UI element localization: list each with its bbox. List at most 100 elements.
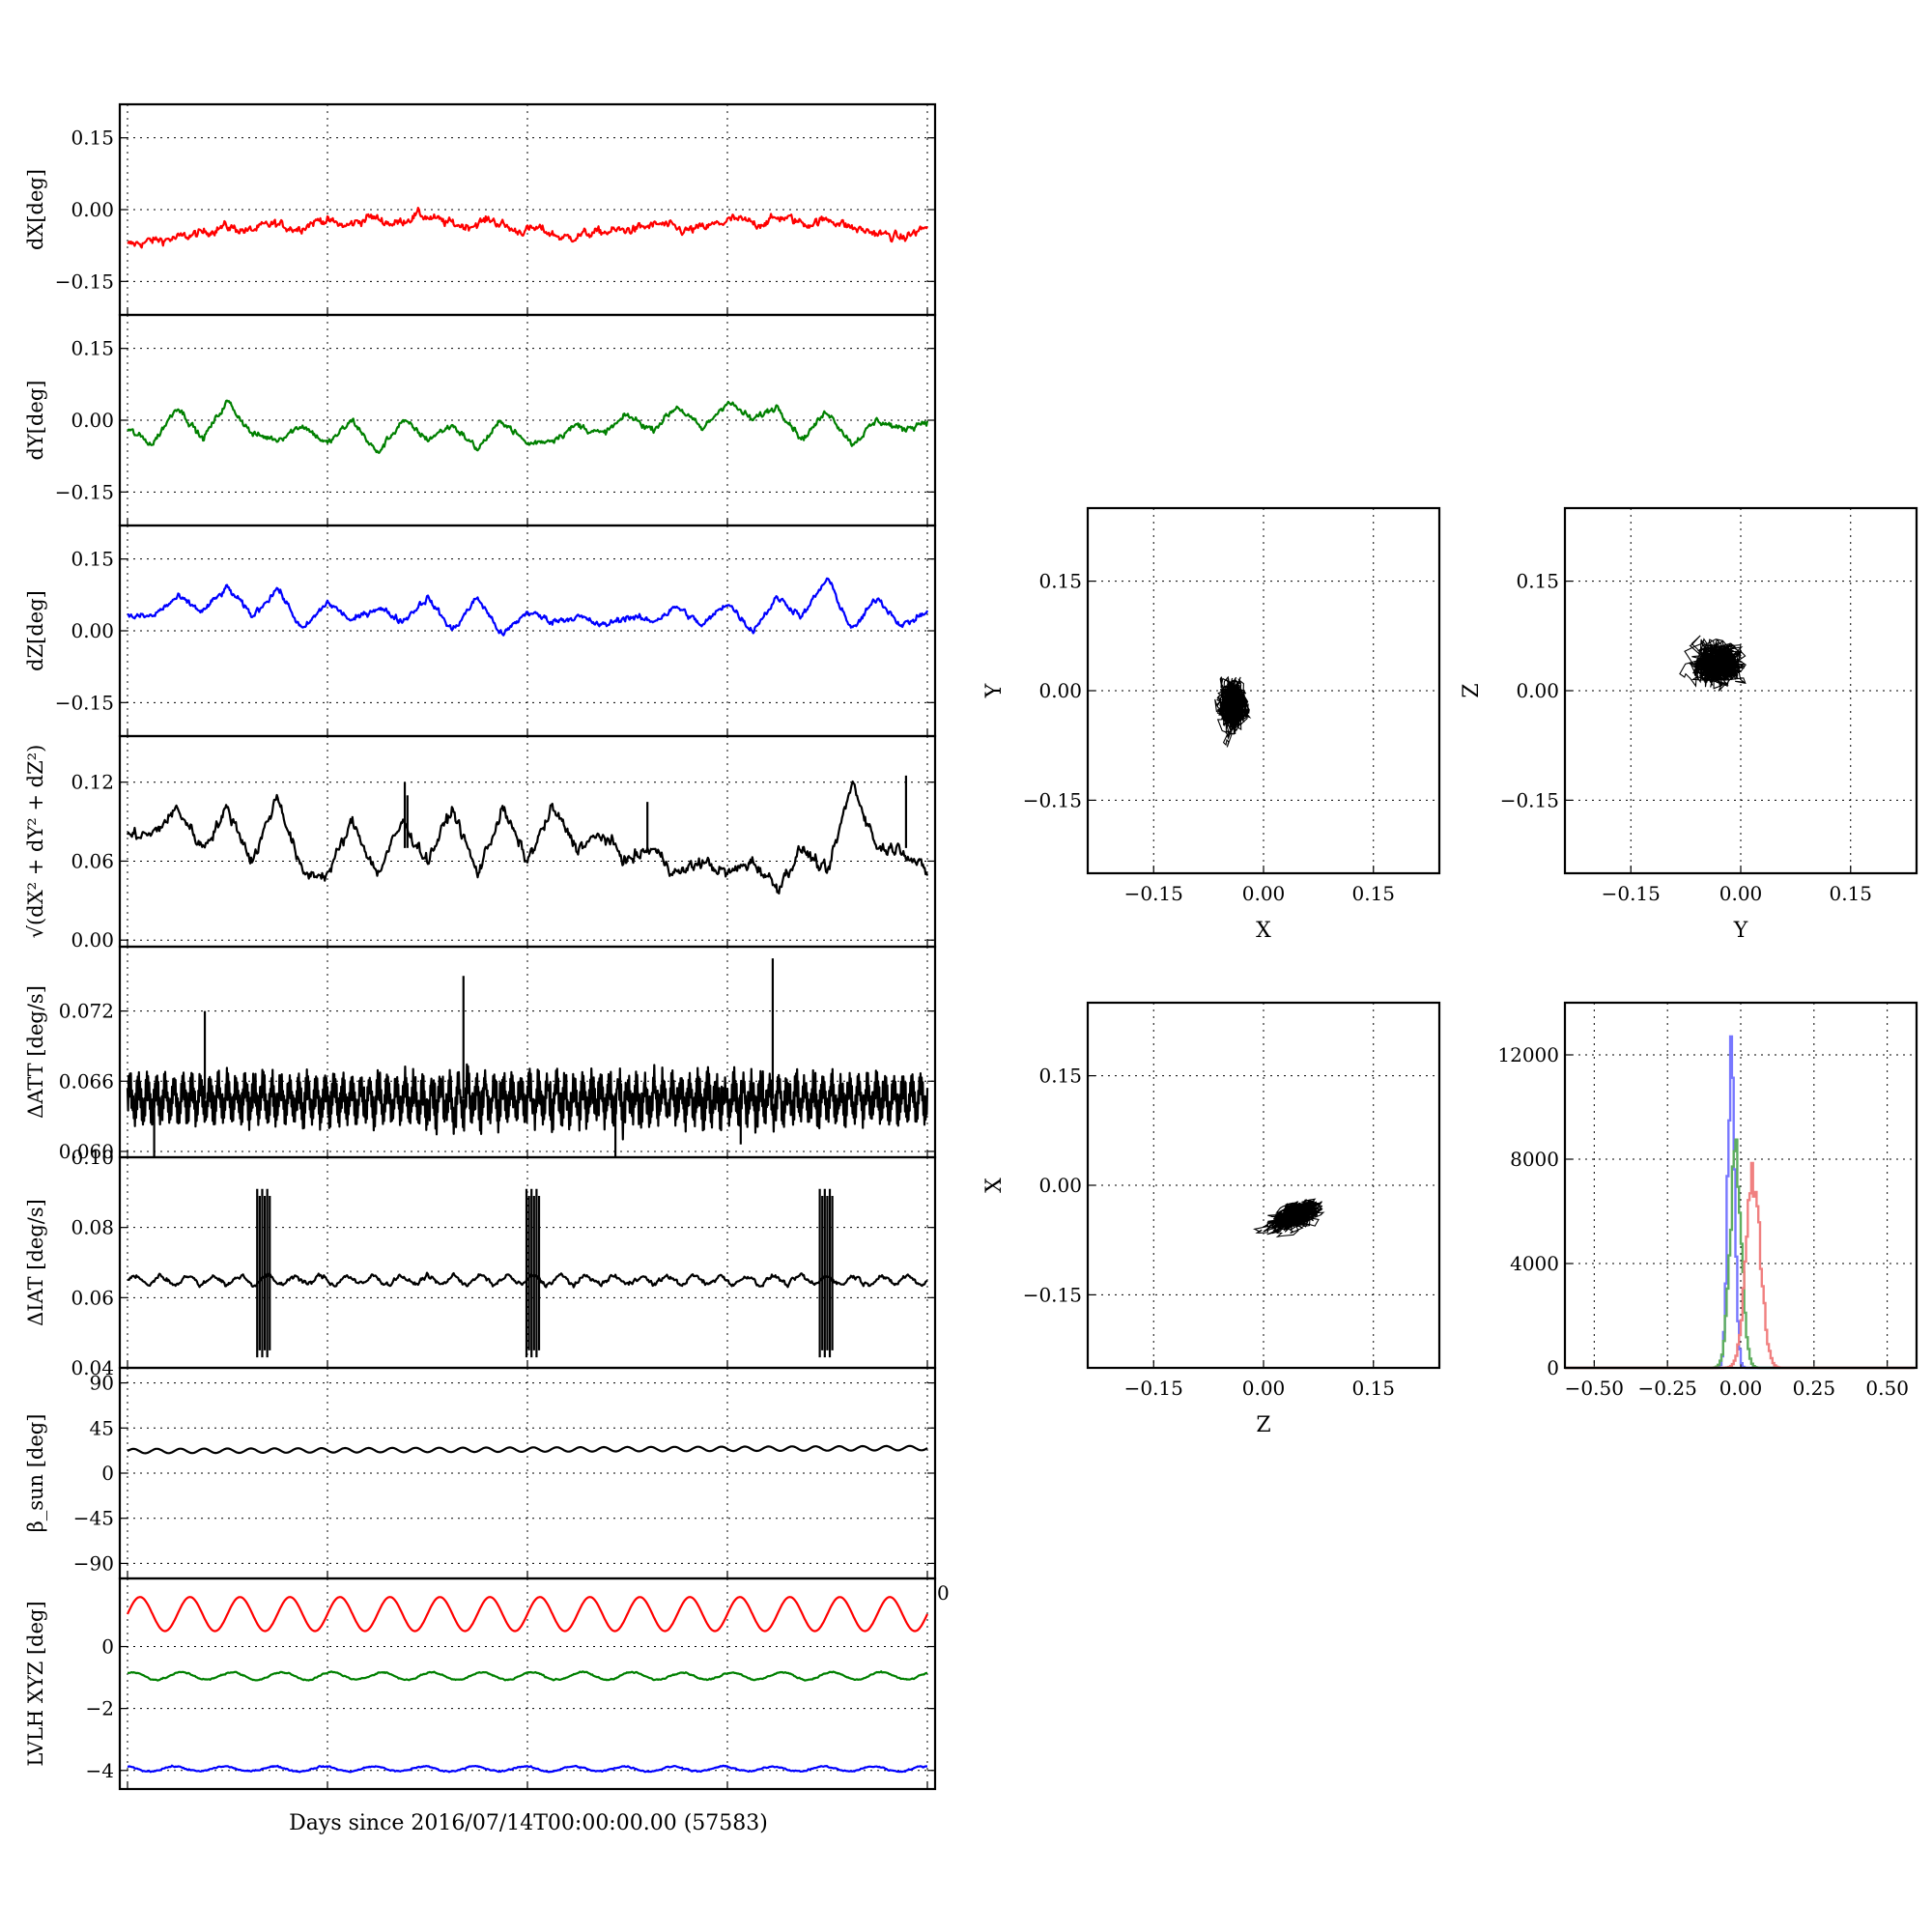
xtick-label-zx-2: 0.15 — [1351, 1377, 1395, 1400]
xlabel-yz: Y — [1733, 919, 1748, 943]
xtick-label-xy-2: 0.15 — [1351, 882, 1395, 905]
xlabel-xy: X — [1256, 919, 1271, 943]
ytick-label-dy-2: 0.15 — [71, 337, 114, 360]
panel-beta: −90 −45 0 45 90 β_sun [deg] — [24, 1366, 937, 1580]
ytick-label-beta-3: 45 — [90, 1416, 114, 1439]
ytick-label-diat-2: 0.08 — [71, 1216, 114, 1239]
ytick-label-beta-4: 90 — [90, 1372, 114, 1395]
ylabel-dr: √(dX² + dY² + dZ²) — [24, 745, 47, 939]
series-line-lvlh-1 — [127, 1670, 928, 1682]
ytick-label-zx-2: 0.15 — [1038, 1065, 1082, 1088]
ytick-label-datt-1: 0.066 — [59, 1069, 114, 1093]
panel-dr: 0.00 0.06 0.12 √(dX² + dY² + dZ²) — [24, 734, 937, 952]
panel-datt: 0.060 0.066 0.072 ΔATT [deg/s] — [24, 945, 937, 1163]
burst-diat-1 — [525, 1188, 541, 1358]
ytick-label-beta-2: 0 — [101, 1462, 114, 1485]
ytick-label-datt-2: 0.072 — [59, 1000, 114, 1023]
ytick-label-zx-0: −0.15 — [1023, 1283, 1082, 1306]
xtick-label-xy-0: −0.15 — [1124, 882, 1183, 905]
burst-diat-2 — [818, 1188, 834, 1358]
ylabel-datt: ΔATT [deg/s] — [24, 985, 47, 1119]
burst-diat-0 — [256, 1188, 271, 1358]
series-line-dz-0 — [127, 577, 929, 637]
ytick-label-dz-0: −0.15 — [55, 691, 114, 714]
xtick-label-xy-1: 0.00 — [1242, 882, 1286, 905]
panel-zx: −0.15 0.00 0.15 −0.15 0.00 0.15 Z X — [982, 1001, 1441, 1437]
ylabel-dz: dZ[deg] — [24, 590, 47, 671]
ytick-label-diat-1: 0.06 — [71, 1286, 114, 1309]
xtick-label-yz-1: 0.00 — [1719, 882, 1763, 905]
series-line-datt-0 — [126, 1063, 929, 1141]
xtick-label-hist-4: 0.50 — [1865, 1377, 1909, 1400]
ytick-label-hist-0: 0 — [1547, 1356, 1559, 1379]
xtick-label-zx-0: −0.15 — [1124, 1377, 1183, 1400]
xtick-label-hist-3: 0.25 — [1793, 1377, 1836, 1400]
shared-x-axis-label: Days since 2016/07/14T00:00:00.00 (57583… — [289, 1811, 768, 1835]
ytick-label-lvlh-2: 0 — [101, 1635, 114, 1659]
ytick-label-dy-0: −0.15 — [55, 480, 114, 503]
ytick-label-lvlh-1: −2 — [86, 1697, 114, 1720]
xtick-label-hist-1: −0.25 — [1638, 1377, 1697, 1400]
ytick-label-xy-1: 0.00 — [1038, 679, 1082, 702]
ytick-label-hist-3: 12000 — [1497, 1043, 1559, 1066]
panel-dy: −0.15 0.00 0.15 dY[deg] — [24, 313, 937, 527]
ytick-label-hist-2: 8000 — [1510, 1148, 1559, 1171]
ytick-label-diat-3: 0.10 — [71, 1146, 114, 1169]
frame-datt — [118, 945, 937, 1159]
scatter-trace-xy — [1214, 675, 1252, 748]
panel-diat: 0.04 0.06 0.08 0.10 ΔIAT [deg/s] — [24, 1146, 937, 1379]
ytick-label-xy-0: −0.15 — [1023, 788, 1082, 811]
ytick-label-dx-2: 0.15 — [71, 127, 114, 150]
ytick-label-zx-1: 0.00 — [1038, 1174, 1082, 1197]
ytick-label-xy-2: 0.15 — [1038, 570, 1082, 593]
ytick-label-dz-1: 0.00 — [71, 619, 114, 642]
ytick-label-dr-1: 0.06 — [71, 849, 114, 872]
ylabel-xy: Y — [982, 683, 1007, 698]
ylabel-dy: dY[deg] — [24, 380, 47, 460]
ytick-label-beta-0: −90 — [73, 1551, 114, 1575]
series-line-lvlh-0 — [126, 1596, 928, 1633]
ytick-label-yz-1: 0.00 — [1516, 679, 1559, 702]
ylabel-beta: β_sun [deg] — [24, 1414, 47, 1533]
xtick-label-hist-0: −0.50 — [1565, 1377, 1624, 1400]
panel-dx: −0.15 0.00 0.15 dX[deg] — [24, 102, 937, 317]
ytick-label-dr-2: 0.12 — [71, 771, 114, 794]
panel-dz: −0.15 0.00 0.15 dZ[deg] — [24, 524, 937, 738]
ylabel-zx: X — [982, 1178, 1007, 1193]
panel-yz: −0.15 0.00 0.15 −0.15 0.00 0.15 Y Z — [1460, 506, 1918, 943]
ylabel-dx: dX[deg] — [24, 169, 47, 250]
ytick-label-lvlh-0: −4 — [86, 1759, 114, 1782]
ytick-label-datt-0: 0.060 — [59, 1140, 114, 1163]
ylabel-yz: Z — [1460, 683, 1484, 697]
ylabel-diat: ΔIAT [deg/s] — [24, 1199, 47, 1326]
ytick-label-dx-0: −0.15 — [55, 270, 114, 293]
series-line-lvlh-2 — [127, 1764, 928, 1774]
xtick-label-zx-1: 0.00 — [1242, 1377, 1286, 1400]
ylabel-lvlh: LVLH XYZ [deg] — [24, 1601, 47, 1766]
frame-zx — [1086, 1001, 1441, 1370]
xtick-label-yz-0: −0.15 — [1602, 882, 1661, 905]
xtick-label-yz-2: 0.15 — [1829, 882, 1872, 905]
xlabel-zx: Z — [1256, 1413, 1270, 1437]
panel-hist: −0.50 −0.25 0.00 0.25 0.50 0 4000 8000 12000 — [1497, 1001, 1918, 1400]
ytick-label-yz-2: 0.15 — [1516, 570, 1559, 593]
scatter-trace-zx — [1252, 1198, 1325, 1238]
plot-layer: −0.15 0.00 0.15 dX[deg] −0.15 0.00 0.15 dY[deg]… — [24, 102, 1918, 1791]
frame-xy — [1086, 506, 1441, 875]
scatter-trace-yz — [1679, 635, 1747, 692]
ytick-label-dz-2: 0.15 — [71, 548, 114, 571]
ytick-label-dx-1: 0.00 — [71, 198, 114, 221]
ytick-label-hist-1: 4000 — [1510, 1252, 1559, 1275]
xtick-label-hist-2: 0.00 — [1719, 1377, 1763, 1400]
frame-yz — [1563, 506, 1918, 875]
ytick-label-dr-0: 0.00 — [71, 928, 114, 952]
series-line-beta-0 — [127, 1444, 928, 1455]
frame-hist — [1563, 1001, 1918, 1370]
series-line-dr-0 — [126, 780, 929, 895]
extra-tick-label-lvlh: 0 — [937, 1581, 950, 1605]
series-line-dx-0 — [127, 207, 928, 249]
series-line-dy-0 — [127, 399, 929, 454]
ytick-label-dy-1: 0.00 — [71, 409, 114, 432]
panel-lvlh: −4 −2 0 LVLH XYZ [deg] 0 — [24, 1577, 950, 1791]
